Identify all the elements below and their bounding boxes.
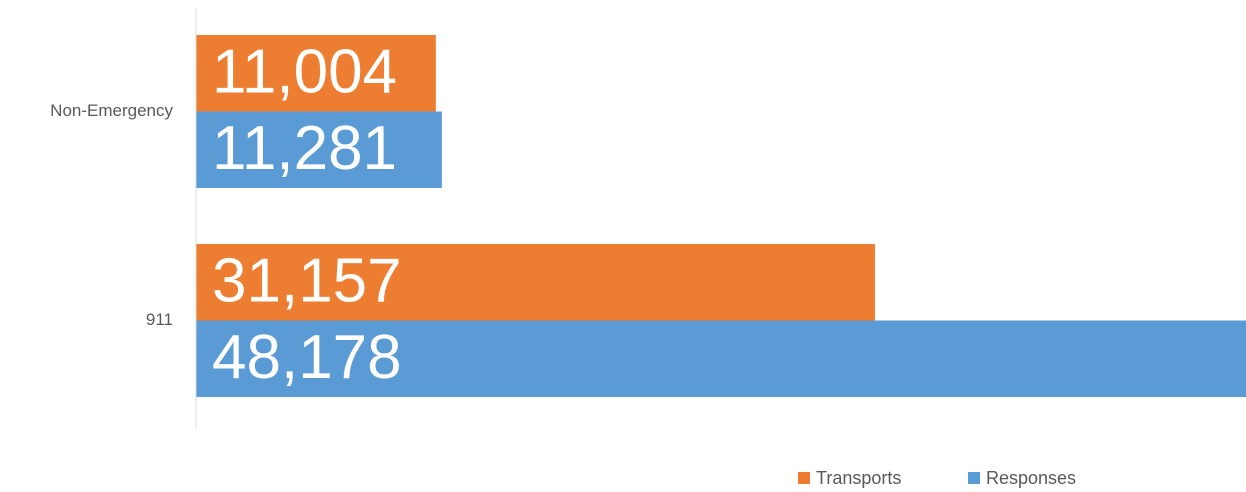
data-label: 48,178 (212, 323, 402, 392)
category-label: Non-Emergency (50, 101, 173, 120)
data-label: 11,281 (212, 114, 397, 183)
legend-swatch (968, 472, 980, 484)
bar (196, 320, 1246, 397)
legend-label: Transports (816, 468, 901, 488)
data-label: 31,157 (212, 247, 402, 316)
legend-swatch (798, 472, 810, 484)
data-label: 11,004 (212, 38, 397, 107)
bar (196, 244, 876, 321)
category-label: 911 (146, 310, 173, 329)
bar (196, 111, 442, 188)
legend-label: Responses (986, 468, 1076, 488)
bar (196, 35, 436, 112)
